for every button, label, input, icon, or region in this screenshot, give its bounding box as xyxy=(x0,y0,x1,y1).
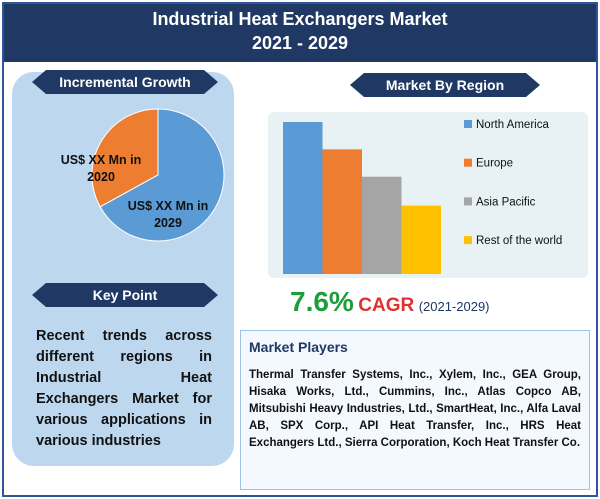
pie-slice xyxy=(99,108,225,242)
pie-label: US$ XX Mn in 2020 xyxy=(60,153,142,184)
legend-label: North America xyxy=(476,119,549,131)
legend-swatch xyxy=(464,197,472,206)
key-point-title: Key Point xyxy=(32,283,218,307)
bar xyxy=(283,122,323,274)
pie-label: US$ XX Mn in 2029 xyxy=(127,199,209,230)
legend-label: Europe xyxy=(476,158,513,170)
cagr: 7.6% CAGR (2021-2029) xyxy=(290,286,490,318)
key-point-text: Recent trends across different regions i… xyxy=(36,328,212,449)
bar xyxy=(322,149,362,274)
title: Industrial Heat Exchangers Market xyxy=(152,9,448,29)
bar xyxy=(401,205,441,274)
bar xyxy=(362,176,402,274)
legend-label: Rest of the world xyxy=(476,235,562,247)
pie-title: Incremental Growth xyxy=(32,70,218,94)
cagr-label: CAGR xyxy=(358,295,415,316)
legend-swatch xyxy=(464,120,472,128)
players-text: Thermal Transfer Systems, Inc., Xylem, I… xyxy=(249,369,581,449)
cagr-value: 7.6% xyxy=(290,286,354,317)
players-box: Market Players Thermal Transfer Systems,… xyxy=(240,330,590,490)
legend-swatch xyxy=(464,236,472,245)
bar-title: Market By Region xyxy=(350,73,540,97)
players-title: Market Players xyxy=(249,339,348,355)
header: Industrial Heat Exchangers Market 2021 -… xyxy=(4,4,596,62)
cagr-period: (2021-2029) xyxy=(418,299,490,314)
legend-swatch xyxy=(464,158,472,167)
pie-slice xyxy=(91,108,159,208)
legend-label: Asia Pacific xyxy=(476,196,536,208)
subtitle: 2021 - 2029 xyxy=(251,33,349,53)
